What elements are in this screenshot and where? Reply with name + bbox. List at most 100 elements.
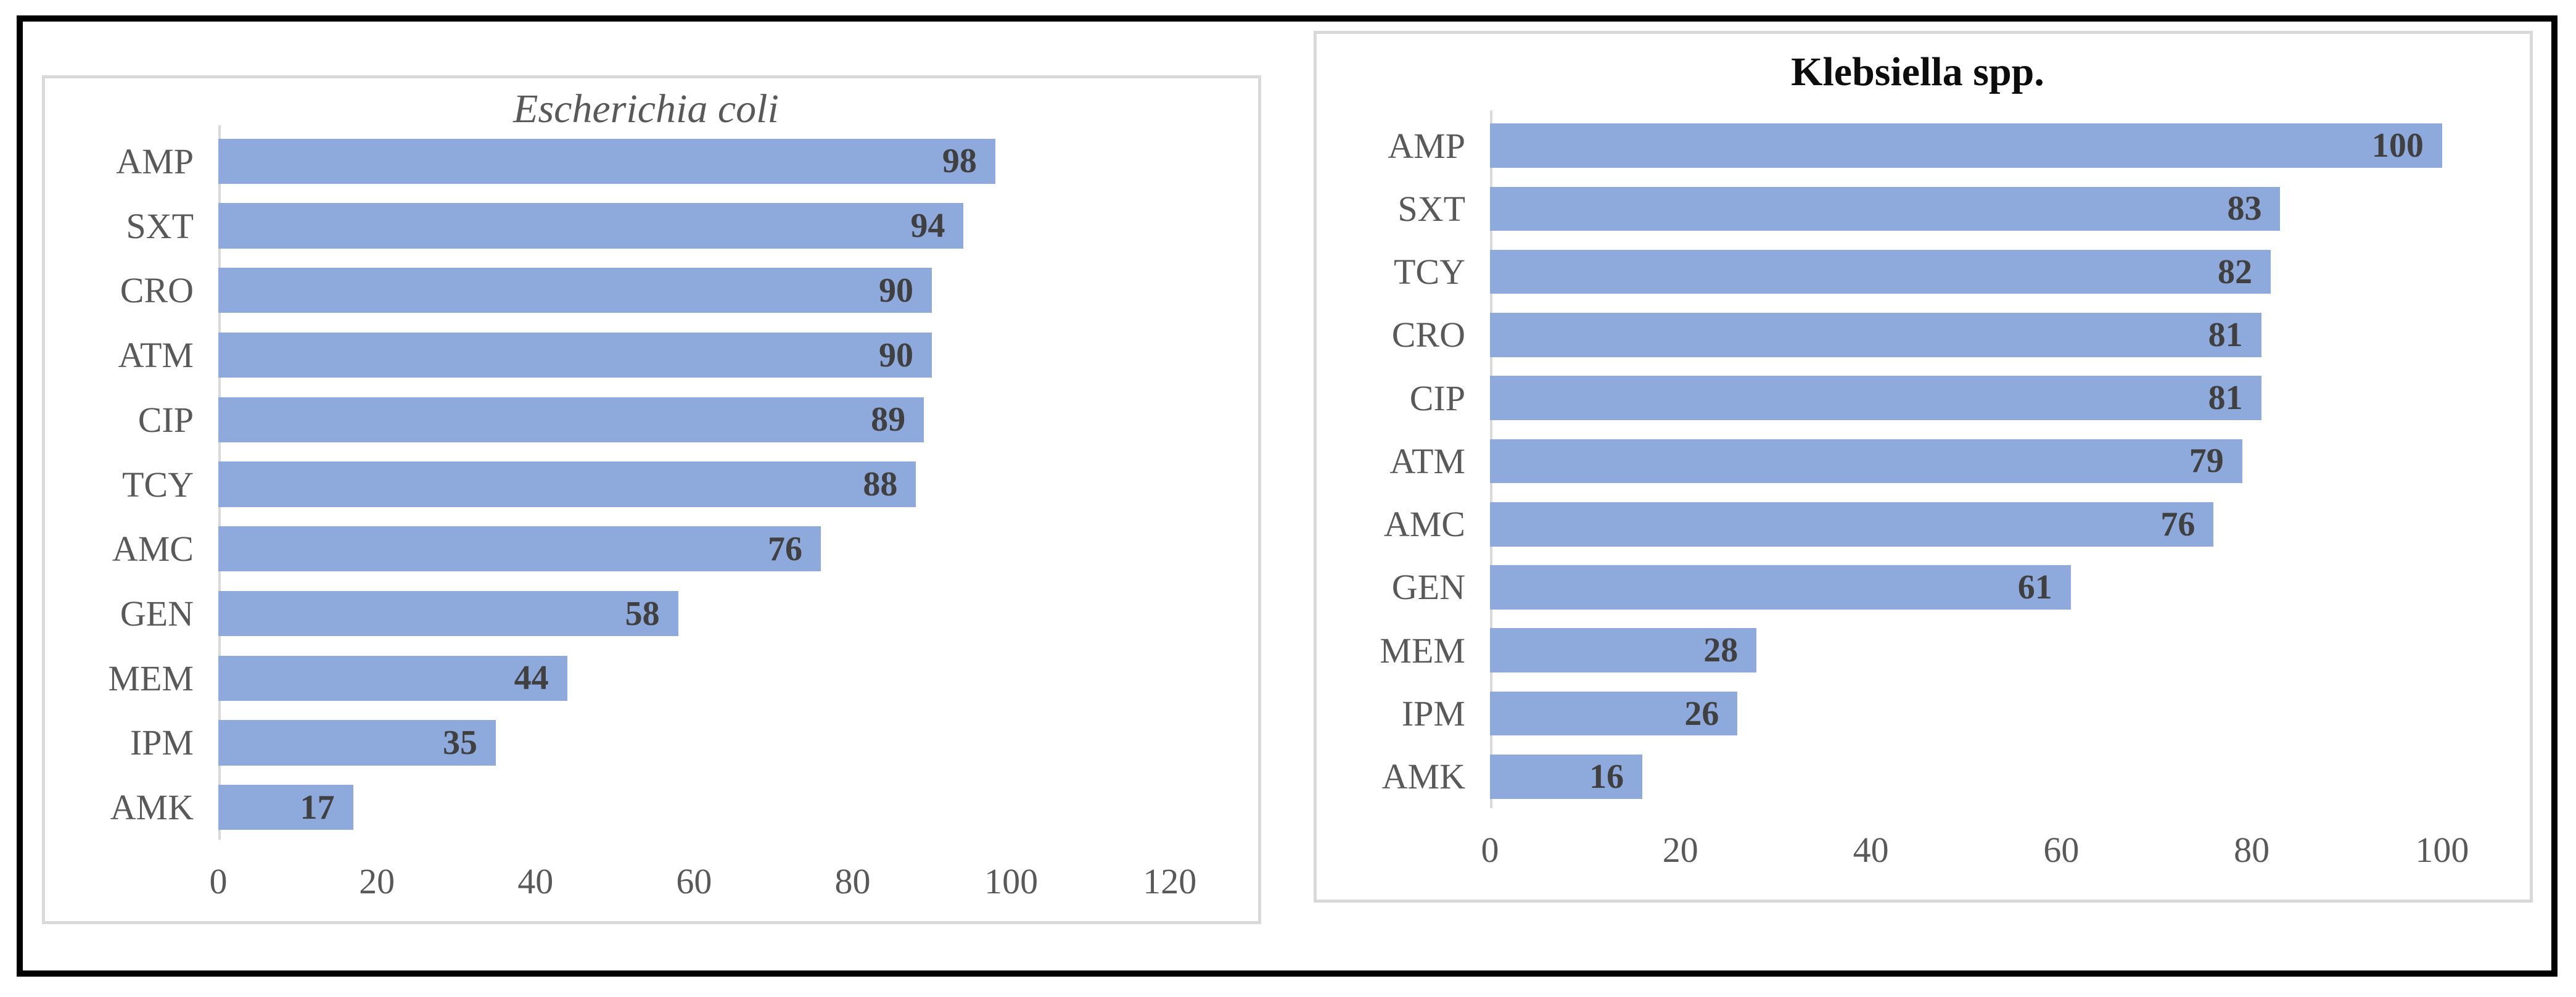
x-tick-label: 0 — [209, 861, 228, 901]
data-label: 76 — [768, 529, 803, 568]
category-label: MEM — [108, 658, 194, 698]
bar: 28 — [1490, 628, 1757, 673]
bar-row: AMK 16 — [1327, 745, 2509, 808]
bar-track: 100 — [1490, 114, 2509, 177]
bar-row: AMP 98 — [55, 129, 1237, 194]
category-label: ATM — [1389, 441, 1465, 481]
bar-row: CRO 81 — [1327, 304, 2509, 366]
bar-row: GEN 61 — [1327, 556, 2509, 619]
bar: 90 — [218, 332, 932, 378]
category-label: AMK — [1381, 756, 1465, 797]
data-label: 35 — [442, 723, 477, 762]
bar-track: 26 — [1490, 682, 2509, 745]
data-label: 82 — [2218, 252, 2253, 291]
category-label: GEN — [120, 594, 194, 634]
chart-title: Escherichia coli — [513, 86, 779, 131]
bar: 94 — [218, 203, 964, 249]
category-label: CRO — [1391, 315, 1465, 355]
bar: 61 — [1490, 565, 2071, 610]
chart-panel-escherichia-coli: Escherichia coli AMP 98 SXT 94 CRO 90 ATM 90 CIP… — [42, 75, 1261, 924]
category-label: IPM — [130, 722, 194, 763]
bar: 88 — [218, 461, 916, 507]
bar-track: 83 — [1490, 177, 2509, 240]
bar-row: SXT 83 — [1327, 177, 2509, 240]
category-label: GEN — [1391, 567, 1465, 608]
bar-row: TCY 82 — [1327, 241, 2509, 304]
category-label: SXT — [126, 205, 194, 246]
bar-row: ATM 79 — [1327, 429, 2509, 492]
bar-track: 90 — [218, 258, 1237, 323]
bar-row: SXT 94 — [55, 194, 1237, 259]
bar-track: 44 — [218, 646, 1237, 711]
bar-row: GEN 58 — [55, 581, 1237, 646]
bar: 44 — [218, 655, 567, 701]
x-tick-label: 60 — [2043, 830, 2080, 870]
bar-track: 58 — [218, 581, 1237, 646]
category-label: AMC — [1383, 504, 1465, 545]
bar-track: 88 — [218, 452, 1237, 517]
data-label: 94 — [910, 207, 945, 246]
data-label: 26 — [1684, 694, 1719, 733]
category-label: IPM — [1401, 693, 1465, 734]
category-label: AMK — [110, 787, 194, 828]
plot-area: AMP 98 SXT 94 CRO 90 ATM 90 CIP 89 TCY 88 AMC 76 GEN 58… — [55, 125, 1237, 840]
bar-row: AMC 76 — [55, 516, 1237, 581]
bar: 17 — [218, 785, 353, 830]
data-label: 98 — [942, 142, 977, 181]
category-label: CRO — [120, 270, 194, 311]
x-tick-label: 40 — [1853, 830, 1889, 870]
data-label: 16 — [1589, 757, 1624, 796]
category-label: AMP — [116, 141, 194, 181]
bar: 98 — [218, 138, 995, 184]
category-label: TCY — [1394, 252, 1465, 292]
bar-track: 81 — [1490, 304, 2509, 366]
bar-track: 94 — [218, 194, 1237, 259]
bar-track: 81 — [1490, 366, 2509, 429]
bar: 81 — [1490, 376, 2261, 420]
category-label: AMC — [112, 529, 194, 569]
bar: 81 — [1490, 313, 2261, 357]
data-label: 28 — [1703, 631, 1739, 670]
bar: 79 — [1490, 439, 2242, 484]
category-label: TCY — [122, 464, 194, 505]
data-label: 61 — [2017, 568, 2052, 606]
data-label: 81 — [2208, 379, 2243, 418]
x-tick-label: 120 — [1143, 861, 1197, 901]
bar-row: AMP 100 — [1327, 114, 2509, 177]
x-axis-tick-row: 0 20 40 60 80 100 120 — [210, 840, 1237, 912]
bar-track: 76 — [218, 516, 1237, 581]
bar: 82 — [1490, 249, 2271, 294]
category-label: CIP — [1409, 378, 1465, 418]
x-tick-label: 20 — [1662, 830, 1698, 870]
category-label: SXT — [1397, 188, 1465, 229]
bar-track: 16 — [1490, 745, 2509, 808]
x-tick-label: 100 — [984, 861, 1039, 901]
chart-panel-klebsiella-spp: Klebsiella spp. AMP 100 SXT 83 TCY 82 CRO 81 CIP… — [1314, 31, 2533, 903]
bar: 58 — [218, 590, 678, 637]
x-tick-label: 60 — [676, 861, 712, 901]
data-label: 76 — [2160, 505, 2195, 544]
data-label: 100 — [2371, 126, 2424, 165]
bar-track: 17 — [218, 775, 1237, 840]
bar-track: 82 — [1490, 241, 2509, 304]
bar: 83 — [1490, 186, 2281, 231]
category-label: CIP — [138, 399, 194, 440]
bar-row: CIP 89 — [55, 387, 1237, 452]
figure-frame: Escherichia coli AMP 98 SXT 94 CRO 90 ATM 90 CIP… — [17, 15, 2557, 977]
x-tick-label: 80 — [834, 861, 871, 901]
plot-area: AMP 100 SXT 83 TCY 82 CRO 81 CIP 81 ATM 79 AMC 76 GEN 6… — [1327, 110, 2509, 808]
data-label: 89 — [871, 400, 906, 439]
bar-track: 35 — [218, 711, 1237, 776]
bar-track: 90 — [218, 323, 1237, 387]
bar: 26 — [1490, 691, 1738, 736]
category-label: ATM — [118, 335, 194, 376]
bar: 16 — [1490, 755, 1643, 799]
bar-row: AMK 17 — [55, 775, 1237, 840]
category-label: AMP — [1388, 125, 1465, 166]
data-label: 88 — [863, 465, 898, 504]
bar-row: AMC 76 — [1327, 493, 2509, 556]
chart-title: Klebsiella spp. — [1791, 49, 2044, 94]
bar-track: 98 — [218, 129, 1237, 194]
bar: 90 — [218, 268, 932, 313]
bar-track: 89 — [218, 387, 1237, 452]
